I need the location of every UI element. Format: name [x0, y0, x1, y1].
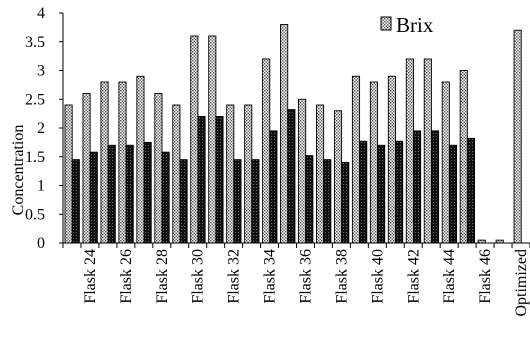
x-tick-label: Flask 38 — [333, 249, 350, 304]
y-tick-label: 3.5 — [25, 34, 45, 51]
bar-dark — [233, 159, 242, 244]
y-tick-label: 1 — [37, 178, 45, 195]
bar-dark — [179, 159, 188, 244]
x-tick-label: Flask 34 — [262, 249, 279, 304]
bar-dark — [341, 162, 350, 244]
x-tick-label: Flask 42 — [405, 249, 422, 304]
bar-dark — [413, 130, 422, 244]
bar-dark — [125, 144, 134, 244]
x-tick-label: Optimized — [513, 249, 530, 317]
bar-brix — [333, 110, 343, 244]
x-tick-label: Flask 28 — [154, 249, 171, 304]
x-tick-label: Flask 36 — [297, 249, 314, 304]
x-tick-label: Flask 40 — [369, 249, 386, 304]
bar-brix — [118, 81, 127, 244]
bar-brix — [100, 81, 109, 244]
bar-dark — [215, 116, 224, 244]
bar-brix — [226, 104, 235, 244]
bar-dark — [269, 130, 278, 244]
bar-brix — [262, 58, 271, 244]
bar-dark — [89, 151, 98, 244]
x-tick-label: Flask 26 — [118, 249, 135, 304]
bar-brix — [459, 70, 468, 244]
bar-brix — [351, 75, 361, 244]
bars-group — [64, 24, 522, 244]
legend-swatch-brix — [380, 16, 392, 31]
bar-dark — [71, 159, 80, 244]
bar-brix — [190, 35, 199, 244]
bar-brix — [405, 58, 414, 244]
bar-brix — [208, 35, 217, 244]
bar-dark — [466, 137, 476, 244]
bar-brix — [172, 104, 181, 244]
x-axis-ticks: Flask 24 Flask 26 Flask 28 Flask 30 Flask 32… — [62, 243, 530, 317]
bar-brix — [316, 104, 325, 244]
bar-brix — [441, 81, 450, 244]
bar-brix — [244, 104, 253, 244]
bar-dark — [161, 151, 170, 244]
bar-brix — [513, 29, 522, 244]
bar-brix — [154, 93, 163, 244]
bar-brix — [64, 104, 73, 244]
y-tick-label: 4 — [37, 5, 45, 22]
bar-dark — [448, 144, 458, 244]
bar-dark — [395, 140, 404, 244]
bar-brix — [82, 93, 91, 244]
bar-brix — [280, 24, 289, 244]
bar-dark — [323, 159, 332, 244]
bar-dark — [251, 159, 260, 244]
y-axis-title: Concentration — [10, 125, 27, 216]
legend-label-brix: Brix — [396, 13, 434, 37]
y-tick-label: 0.5 — [25, 206, 45, 223]
y-axis-ticks: 0 0.5 1 1.5 2 2.5 3 3.5 4 — [25, 5, 63, 252]
y-tick-label: 3 — [37, 63, 45, 80]
bar-brix — [387, 75, 396, 244]
bar-brix — [369, 81, 378, 244]
legend: Brix — [380, 13, 434, 37]
x-tick-label: Flask 46 — [477, 249, 494, 304]
x-tick-label: Flask 44 — [441, 249, 458, 304]
bar-dark — [143, 141, 152, 244]
bar-dark — [430, 130, 440, 244]
bar-brix — [136, 75, 145, 244]
bar-dark — [305, 155, 314, 244]
bar-dark — [359, 140, 368, 244]
x-tick-label: Flask 24 — [82, 249, 99, 304]
x-tick-label: Flask 30 — [190, 249, 207, 304]
y-tick-label: 2 — [37, 120, 45, 137]
bar-brix — [298, 98, 307, 244]
x-tick-label: Flask 32 — [226, 249, 243, 304]
bar-dark — [107, 144, 116, 244]
bar-brix — [423, 58, 432, 244]
bar-dark — [197, 116, 206, 244]
bar-dark — [377, 144, 386, 244]
y-tick-label: 2.5 — [25, 91, 45, 108]
y-tick-label: 1.5 — [25, 149, 45, 166]
y-tick-label: 0 — [37, 235, 45, 252]
bar-dark — [287, 109, 296, 244]
